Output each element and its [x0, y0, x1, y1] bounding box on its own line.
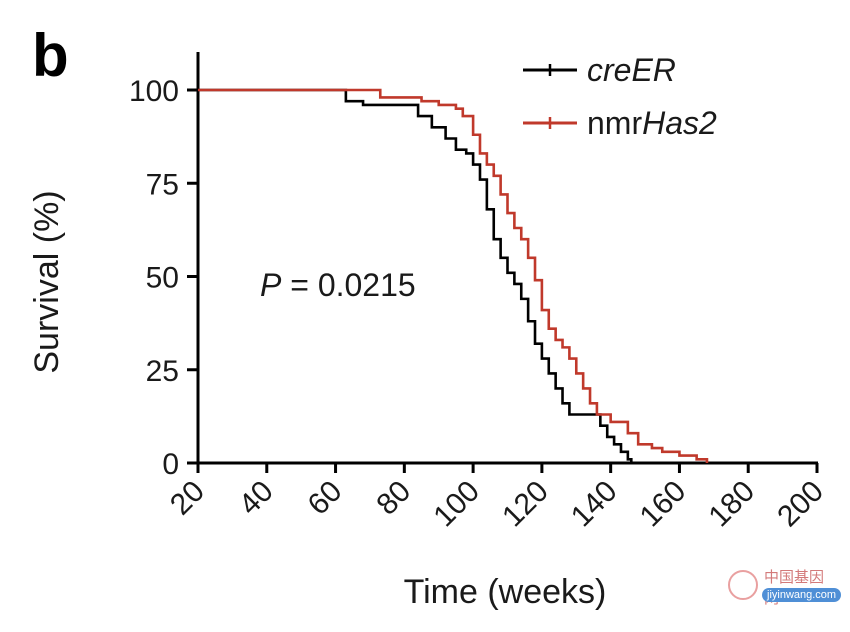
- p-value-annotation: P = 0.0215: [260, 267, 416, 303]
- x-tick-label: 120: [496, 475, 555, 534]
- x-tick-label: 40: [233, 475, 280, 522]
- panel-letter: b: [32, 22, 69, 89]
- x-ticks: 20 40 60 80 100 120 140 160 180 200: [164, 463, 830, 533]
- series-line-creER: [198, 88, 633, 463]
- x-tick-label: 80: [370, 475, 417, 522]
- series-lines: [198, 88, 709, 463]
- x-tick-label: 60: [302, 475, 349, 522]
- x-tick-label: 100: [427, 475, 486, 534]
- y-axis: 0 25 50 75 100: [129, 52, 200, 481]
- y-tick-label: 25: [146, 355, 179, 388]
- watermark: 中国基因网 jiyinwang.com: [728, 566, 842, 610]
- p-symbol: P: [260, 267, 282, 303]
- watermark-logo-icon: [728, 570, 758, 600]
- legend-label-nmrHas2: nmrHas2: [587, 105, 717, 141]
- y-ticks: 0 25 50 75 100: [129, 75, 198, 481]
- y-tick-label: 0: [162, 448, 179, 481]
- y-tick-label: 50: [146, 262, 179, 295]
- watermark-url: jiyinwang.com: [762, 588, 842, 602]
- x-axis-title: Time (weeks): [404, 573, 607, 611]
- y-tick-label: 100: [129, 75, 179, 108]
- x-tick-label: 140: [565, 475, 624, 534]
- x-tick-label: 160: [634, 475, 693, 534]
- y-axis-title: Survival (%): [28, 190, 66, 373]
- legend-label-creER: creER: [587, 52, 676, 88]
- p-value: = 0.0215: [281, 267, 415, 303]
- x-tick-label: 180: [702, 475, 761, 534]
- y-tick-label: 75: [146, 168, 179, 201]
- x-axis: 20 40 60 80 100 120 140 160 180 200: [164, 461, 830, 533]
- x-tick-label: 200: [771, 475, 830, 534]
- legend: creER nmrHas2: [523, 52, 717, 141]
- series-line-nmrHas2: [198, 88, 709, 463]
- x-tick-label: 20: [164, 475, 211, 522]
